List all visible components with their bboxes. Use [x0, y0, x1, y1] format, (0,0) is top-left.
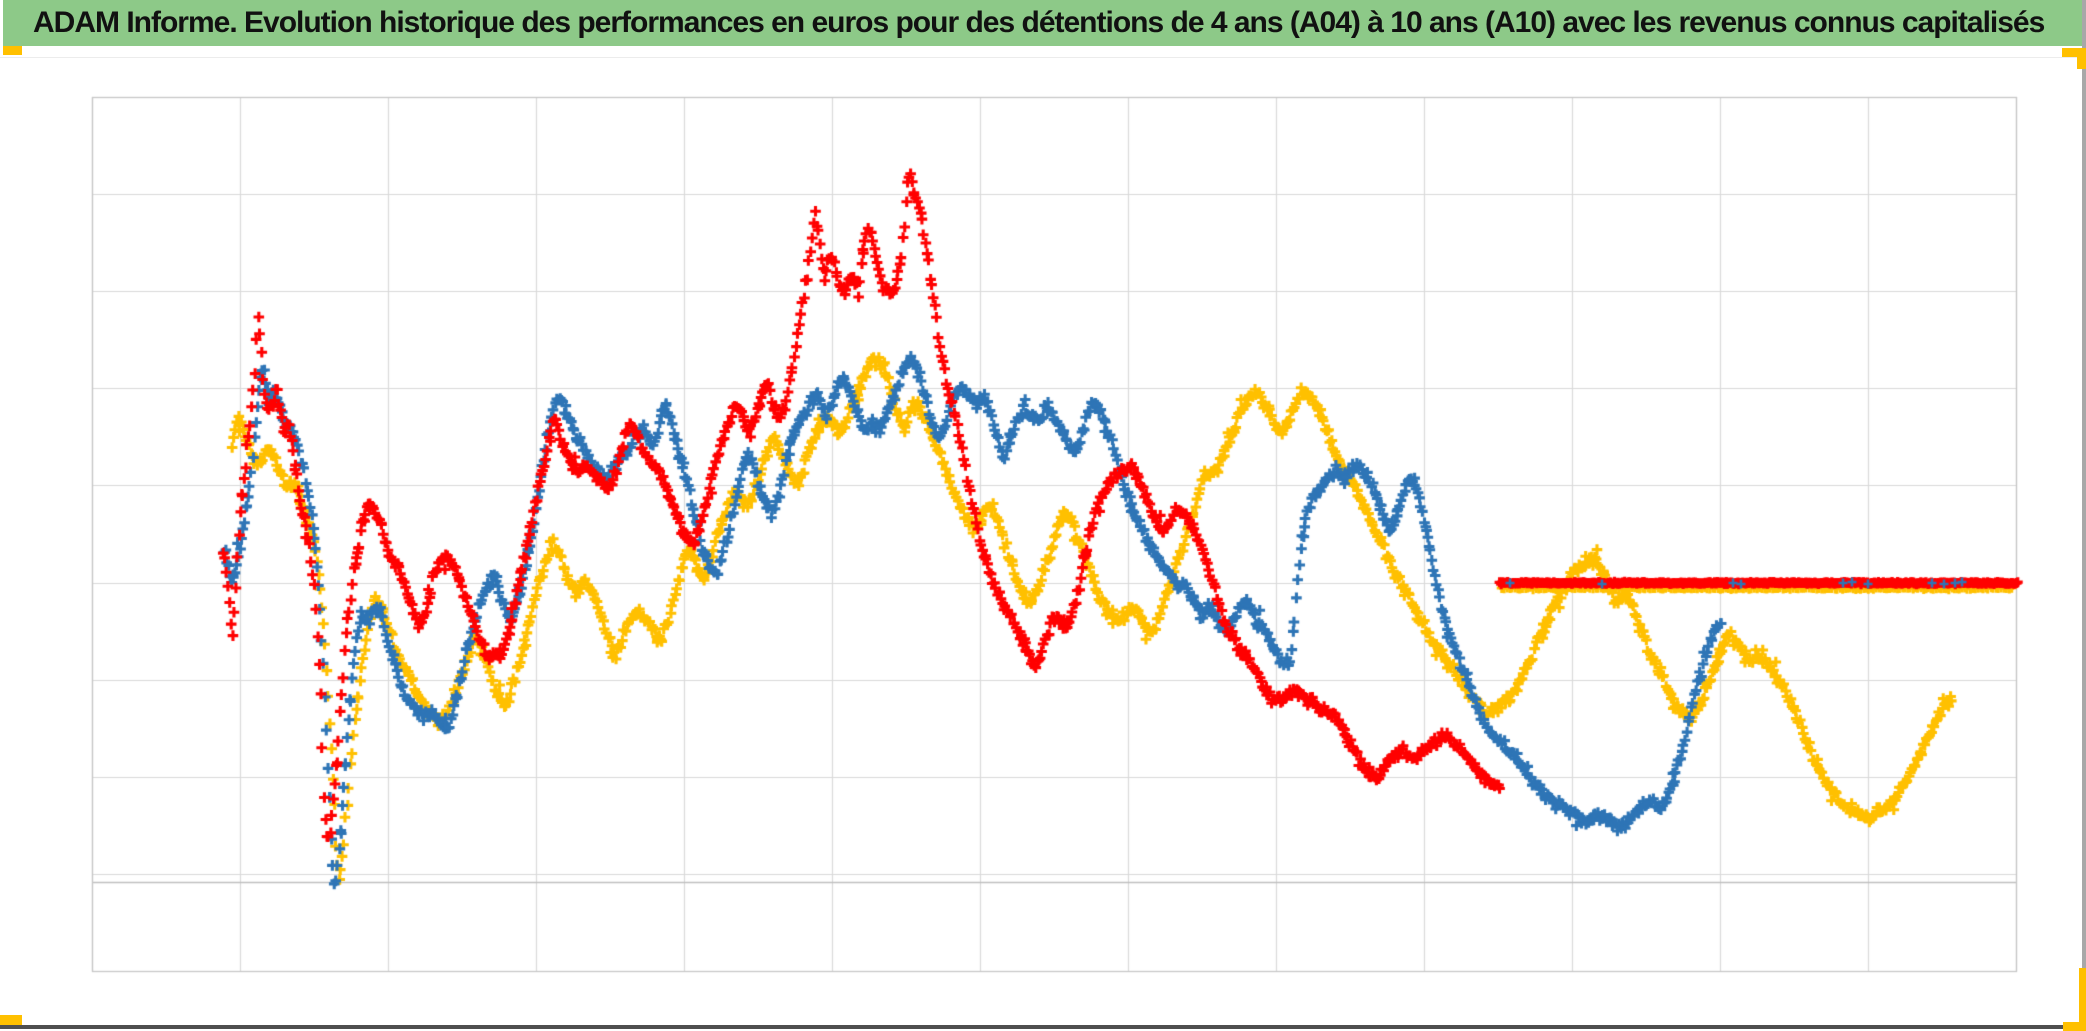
selection-corner-top-left	[3, 46, 22, 55]
selection-corner-bottom-right-v	[2079, 968, 2086, 1031]
window-bottom-edge	[0, 1025, 2086, 1029]
selection-corner-bottom-left	[0, 1015, 22, 1025]
selection-corner-top-right	[2062, 48, 2086, 57]
window-right-edge	[2082, 0, 2086, 1031]
selection-corner-top-right-v	[2077, 48, 2086, 69]
selection-corner-bottom-right	[2063, 1022, 2086, 1031]
